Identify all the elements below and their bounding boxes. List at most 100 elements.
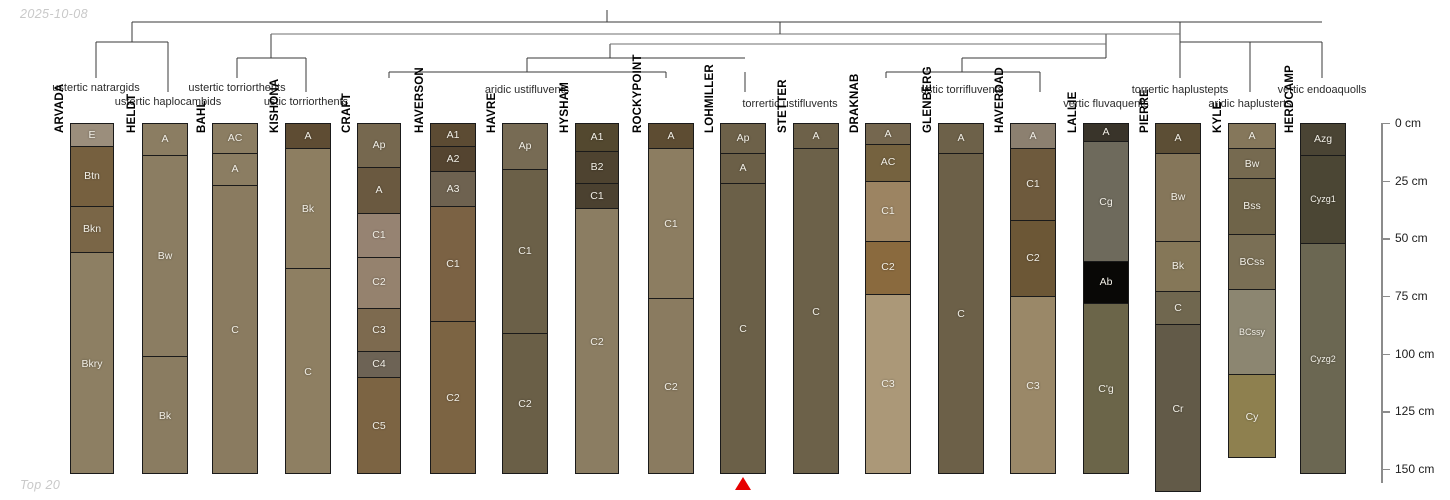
profile-column[interactable]: A Bk C: [285, 123, 331, 474]
soil-horizon[interactable]: C2: [503, 333, 547, 473]
horizon-label: Bk: [301, 202, 315, 215]
soil-horizon[interactable]: C: [794, 149, 838, 473]
soil-horizon[interactable]: A: [1229, 124, 1275, 150]
soil-horizon[interactable]: BCss: [1229, 234, 1275, 291]
soil-horizon[interactable]: A: [358, 167, 400, 214]
profile-column[interactable]: A AC C1 C2 C3: [865, 123, 911, 474]
soil-horizon[interactable]: Cyzg1: [1301, 156, 1345, 244]
soil-horizon[interactable]: Cr: [1156, 324, 1200, 492]
soil-horizon[interactable]: Ab: [1084, 262, 1128, 304]
profile-name-label: HERDCAMP: [1284, 64, 1296, 133]
soil-horizon[interactable]: Bk: [286, 149, 330, 270]
soil-horizon[interactable]: C1: [576, 183, 618, 210]
selected-profile-marker[interactable]: [735, 476, 751, 490]
soil-horizon[interactable]: C1: [866, 181, 910, 242]
soil-horizon[interactable]: Ap: [721, 124, 765, 154]
dendrogram: ustertic natrargids ustertic haplocambids…: [0, 0, 1450, 110]
soil-horizon[interactable]: A: [939, 124, 983, 154]
horizon-label: C'g: [1098, 383, 1114, 396]
soil-horizon[interactable]: C: [213, 186, 257, 473]
profile-column[interactable]: AC A C: [212, 123, 258, 474]
soil-horizon[interactable]: Bw: [1156, 153, 1200, 242]
soil-horizon[interactable]: C1: [358, 213, 400, 258]
profile-column[interactable]: A Bw Bk: [142, 123, 188, 474]
profile-column[interactable]: E Btn Bkn Bkry: [70, 123, 114, 474]
soil-horizon[interactable]: Azg: [1301, 124, 1345, 157]
soil-horizon[interactable]: A: [1156, 124, 1200, 154]
horizon-label: AC: [227, 132, 243, 145]
soil-horizon[interactable]: C1: [503, 170, 547, 334]
soil-horizon[interactable]: Bk: [1156, 241, 1200, 293]
dendrogram-label: torrertic ustifluvents: [742, 98, 838, 110]
soil-horizon[interactable]: C: [721, 183, 765, 473]
profile-column[interactable]: A C1 C2: [648, 123, 694, 474]
soil-horizon[interactable]: Ap: [503, 124, 547, 171]
soil-horizon[interactable]: C2: [1011, 220, 1055, 298]
soil-horizon[interactable]: C1: [649, 149, 693, 300]
profile-column[interactable]: Azg Cyzg1 Cyzg2: [1300, 123, 1346, 474]
soil-horizon[interactable]: C2: [649, 299, 693, 473]
soil-horizon[interactable]: A: [213, 153, 257, 187]
soil-horizon[interactable]: C4: [358, 352, 400, 378]
profile-column[interactable]: Ap A C: [720, 123, 766, 474]
profile-column[interactable]: Ap C1 C2: [502, 123, 548, 474]
soil-horizon[interactable]: C3: [1011, 297, 1055, 473]
soil-horizon[interactable]: AC: [213, 124, 257, 154]
soil-horizon[interactable]: C2: [866, 241, 910, 295]
soil-horizon[interactable]: Cyzg2: [1301, 243, 1345, 473]
soil-horizon[interactable]: Bw: [1229, 149, 1275, 180]
soil-horizon[interactable]: A: [1011, 124, 1055, 150]
soil-horizon[interactable]: C2: [431, 322, 475, 473]
soil-horizon[interactable]: C: [1156, 292, 1200, 325]
soil-horizon[interactable]: C3: [866, 294, 910, 473]
soil-horizon[interactable]: A2: [431, 147, 475, 173]
horizon-label: C: [231, 324, 239, 337]
profile-column[interactable]: A1 A2 A3 C1 C2: [430, 123, 476, 474]
soil-horizon[interactable]: BCssy: [1229, 290, 1275, 376]
soil-horizon[interactable]: C2: [576, 209, 618, 473]
soil-horizon[interactable]: A: [143, 124, 187, 157]
profile-column[interactable]: A1 B2 C1 C2: [575, 123, 619, 474]
soil-horizon[interactable]: C'g: [1084, 303, 1128, 473]
soil-horizon[interactable]: A: [794, 124, 838, 150]
profile-column[interactable]: A Bw Bss BCss BCssy Cy: [1228, 123, 1276, 458]
profile-column[interactable]: A C1 C2 C3: [1010, 123, 1056, 474]
soil-horizon[interactable]: Bw: [143, 156, 187, 357]
soil-horizon[interactable]: Btn: [71, 147, 113, 208]
dendrogram-label: ustertic natrargids: [52, 82, 140, 94]
soil-horizon[interactable]: Cg: [1084, 142, 1128, 263]
soil-horizon[interactable]: A1: [431, 124, 475, 148]
soil-horizon[interactable]: Bss: [1229, 179, 1275, 235]
soil-horizon[interactable]: C1: [1011, 149, 1055, 221]
soil-horizon[interactable]: B2: [576, 151, 618, 184]
profile-name-label: LOHMILLER: [704, 64, 716, 133]
soil-horizon[interactable]: E: [71, 124, 113, 148]
profile-column[interactable]: Ap A C1 C2 C3 C4 C5: [357, 123, 401, 474]
soil-horizon[interactable]: AC: [866, 144, 910, 182]
profile-column[interactable]: A Cg Ab C'g: [1083, 123, 1129, 474]
horizon-label: C: [957, 308, 965, 321]
soil-horizon[interactable]: C2: [358, 257, 400, 309]
soil-horizon[interactable]: Bk: [143, 357, 187, 473]
soil-horizon[interactable]: Cy: [1229, 375, 1275, 457]
soil-horizon[interactable]: A: [721, 153, 765, 184]
soil-horizon[interactable]: Ap: [358, 124, 400, 168]
soil-horizon[interactable]: A: [1084, 124, 1128, 143]
profile-column[interactable]: A Bw Bk C Cr: [1155, 123, 1201, 493]
soil-horizon[interactable]: A: [286, 124, 330, 150]
soil-horizon[interactable]: C3: [358, 308, 400, 353]
soil-horizon[interactable]: A: [866, 124, 910, 145]
soil-horizon[interactable]: A1: [576, 124, 618, 152]
soil-horizon[interactable]: Bkn: [71, 207, 113, 254]
soil-horizon[interactable]: C1: [431, 207, 475, 323]
soil-horizon[interactable]: A3: [431, 172, 475, 208]
soil-horizon[interactable]: A: [649, 124, 693, 150]
soil-horizon[interactable]: C: [939, 153, 983, 473]
soil-horizon[interactable]: Bkry: [71, 253, 113, 473]
profile-name-label: LALLIE: [1067, 91, 1079, 133]
dendrogram-label: ustertic torriorthents: [188, 82, 286, 94]
soil-horizon[interactable]: C5: [358, 377, 400, 473]
soil-horizon[interactable]: C: [286, 269, 330, 473]
